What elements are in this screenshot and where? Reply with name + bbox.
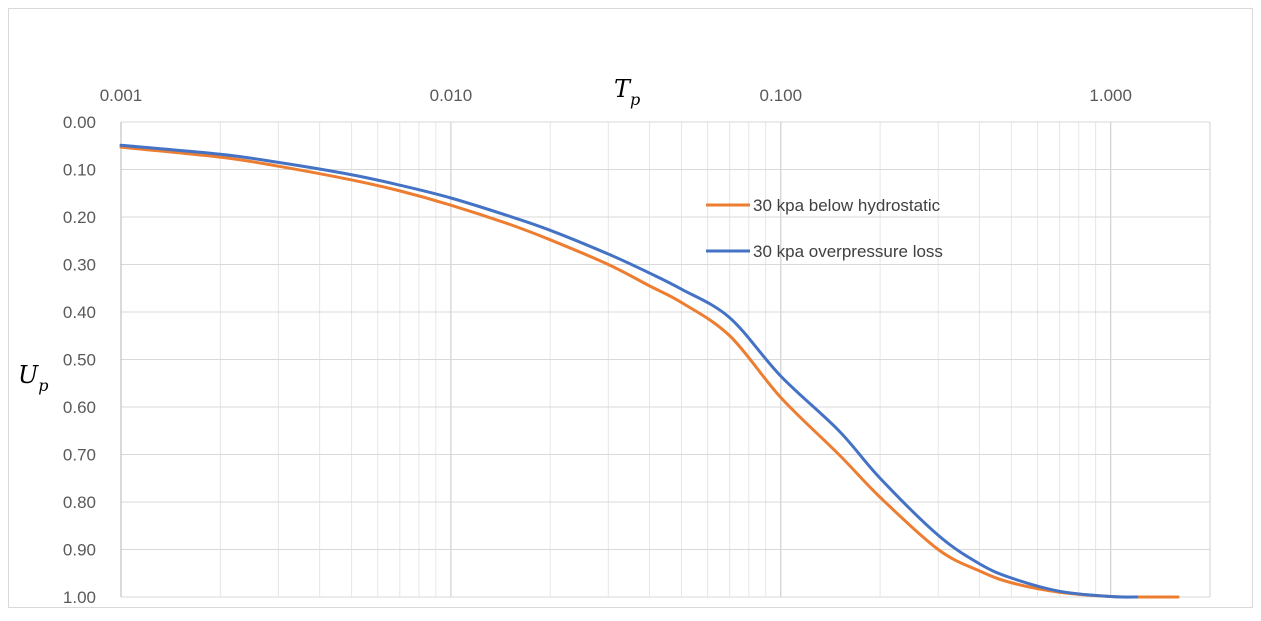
x-tick-label: 1.000 xyxy=(1089,86,1132,105)
x-axis-title: Tp xyxy=(614,75,640,109)
y-tick-label: 0.40 xyxy=(63,303,96,322)
legend-label: 30 kpa overpressure loss xyxy=(753,242,943,261)
y-tick-label: 0.80 xyxy=(63,493,96,512)
y-tick-label: 0.20 xyxy=(63,208,96,227)
y-tick-label: 0.60 xyxy=(63,398,96,417)
x-tick-label: 0.001 xyxy=(100,86,143,105)
series-layer xyxy=(119,143,1180,599)
major-gridlines xyxy=(120,121,1211,598)
y-tick-label: 0.10 xyxy=(63,161,96,180)
x-tick-label: 0.010 xyxy=(430,86,473,105)
legend: 30 kpa below hydrostatic 30 kpa overpres… xyxy=(706,196,943,261)
y-tick-label: 0.50 xyxy=(63,351,96,370)
y-tick-label: 0.70 xyxy=(63,446,96,465)
x-tick-label: 0.100 xyxy=(760,86,803,105)
y-tick-label: 1.00 xyxy=(63,588,96,607)
y-tick-labels: 0.00 0.10 0.20 0.30 0.40 0.50 0.60 0.70 0.80 0.90… xyxy=(63,113,96,607)
y-tick-label: 0.00 xyxy=(63,113,96,132)
series-line-1 xyxy=(119,143,1139,599)
y-tick-label: 0.30 xyxy=(63,256,96,275)
series-line-0 xyxy=(119,145,1180,599)
chart-border xyxy=(8,8,1253,608)
legend-label: 30 kpa below hydrostatic xyxy=(753,196,941,215)
y-tick-label: 0.90 xyxy=(63,541,96,560)
y-axis-title: Up xyxy=(18,361,48,395)
x-tick-labels: 0.001 0.010 0.100 1.000 xyxy=(100,86,1132,105)
